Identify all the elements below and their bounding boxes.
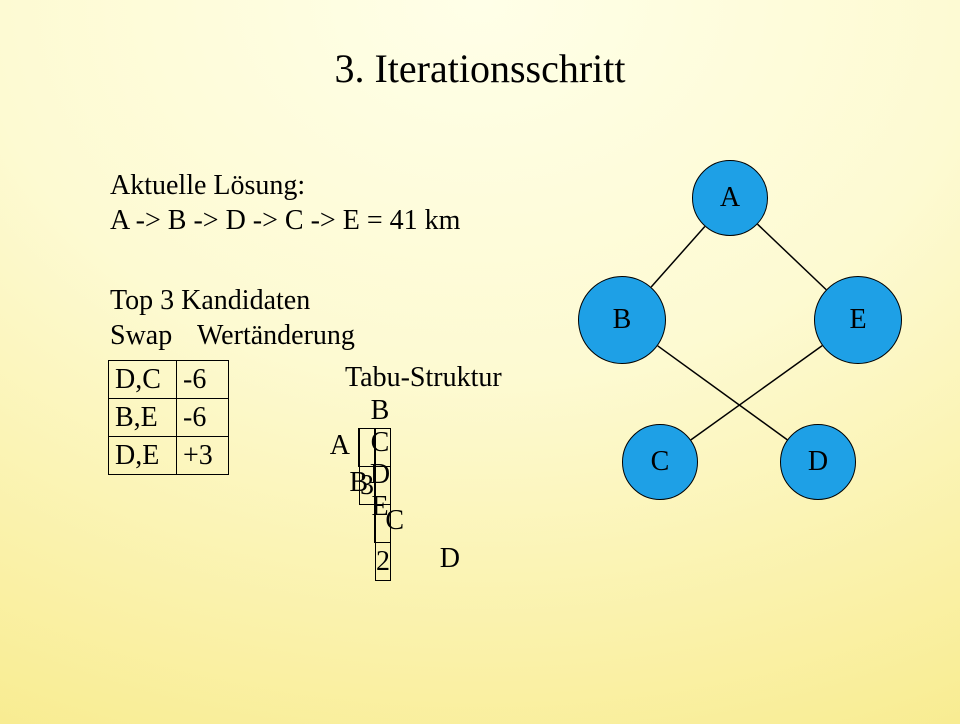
cand-swap: B,E <box>109 399 177 437</box>
candidates-col-delta: Wertänderung <box>197 320 355 352</box>
cand-swap: D,C <box>109 361 177 399</box>
graph-edge <box>651 226 705 287</box>
table-row: D,C -6 <box>109 361 229 399</box>
tabu-cell <box>360 429 375 467</box>
route-graph: A B E C D <box>570 150 930 610</box>
table-row: B,E -6 <box>109 399 229 437</box>
tabu-grid: 3 2 <box>358 428 391 581</box>
graph-node-D: D <box>780 424 856 500</box>
tabu-col-B: B <box>360 395 400 427</box>
cand-swap: D,E <box>109 437 177 475</box>
table-row: D,E +3 <box>109 437 229 475</box>
candidates-label: Top 3 Kandidaten <box>110 285 310 317</box>
candidates-table: D,C -6 B,E -6 D,E +3 <box>108 360 229 475</box>
graph-node-label: A <box>720 182 740 214</box>
graph-node-label: B <box>613 304 632 336</box>
slide-title: 3. Iterationsschritt <box>0 45 960 92</box>
tabu-cell <box>376 429 391 467</box>
tabu-cell <box>376 505 391 543</box>
graph-edge <box>758 224 827 289</box>
solution-path: A -> B -> D -> C -> E = 41 km <box>110 205 460 237</box>
graph-node-label: D <box>808 446 828 478</box>
graph-node-label: E <box>849 304 866 336</box>
graph-edge <box>691 346 822 440</box>
tabu-cell <box>376 467 391 505</box>
graph-edge <box>658 346 788 440</box>
tabu-label: Tabu-Struktur <box>345 362 502 394</box>
tabu-cell: 2 <box>376 543 391 581</box>
slide-content: 3. Iterationsschritt Aktuelle Lösung: A … <box>0 0 960 724</box>
candidates-header: Swap Wertänderung <box>110 320 355 352</box>
graph-node-E: E <box>814 276 902 364</box>
graph-node-C: C <box>622 424 698 500</box>
cand-delta: -6 <box>177 399 229 437</box>
graph-node-B: B <box>578 276 666 364</box>
graph-node-label: C <box>651 446 670 478</box>
candidates-col-swap: Swap <box>110 320 190 352</box>
tabu-row-D: D <box>430 543 460 575</box>
cand-delta: +3 <box>177 437 229 475</box>
graph-node-A: A <box>692 160 768 236</box>
solution-label: Aktuelle Lösung: <box>110 170 305 202</box>
tabu-row-A: A <box>320 430 350 462</box>
tabu-cell: 3 <box>360 467 375 505</box>
cand-delta: -6 <box>177 361 229 399</box>
